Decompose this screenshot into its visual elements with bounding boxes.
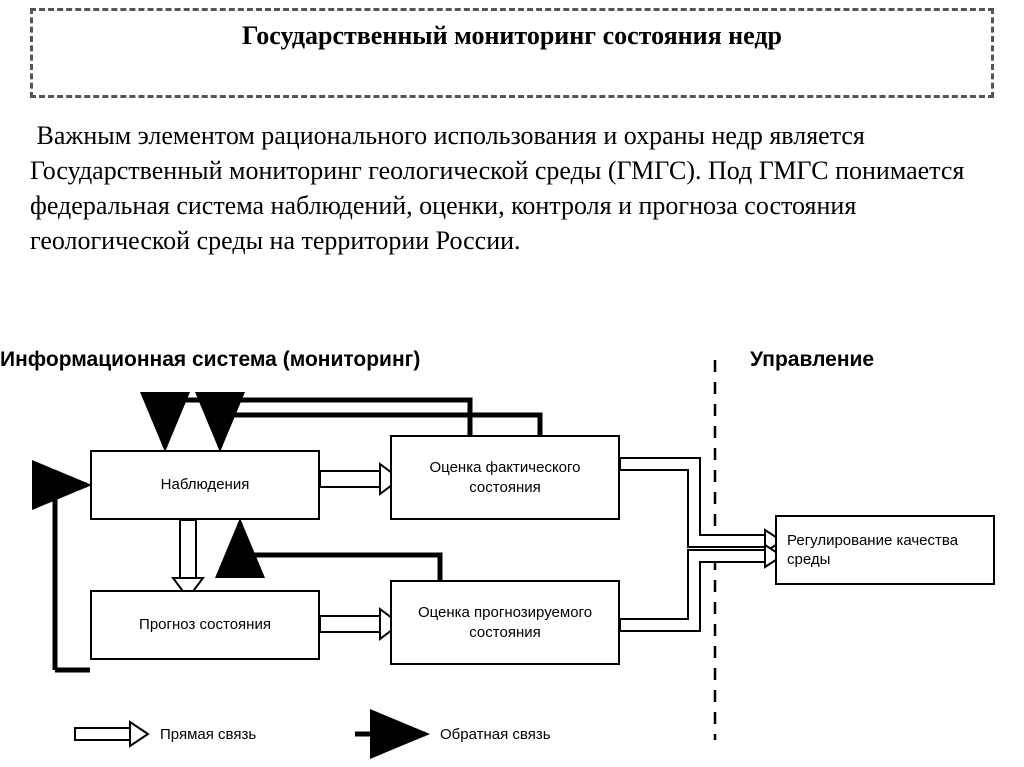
node-forecast-assessment-label: Оценка прогнозируемого состояния [396, 603, 614, 642]
node-regulation-label: Регулирование качества среды [787, 531, 989, 570]
title-box: Государственный мониторинг состояния нед… [30, 8, 994, 98]
legend-direct: Прямая связь [160, 726, 256, 743]
node-regulation: Регулирование качества среды [775, 515, 995, 585]
node-forecast-assessment: Оценка прогнозируемого состояния [390, 580, 620, 665]
intro-paragraph: Важным элементом рационального использов… [30, 118, 990, 258]
node-actual-assessment: Оценка фактического состояния [390, 435, 620, 520]
node-forecast: Прогноз состояния [90, 590, 320, 660]
diagram: Информационная система (мониторинг) Упра… [0, 340, 1024, 760]
node-forecast-label: Прогноз состояния [139, 615, 271, 635]
page-title: Государственный мониторинг состояния нед… [242, 21, 782, 51]
node-actual-assessment-label: Оценка фактического состояния [396, 458, 614, 497]
node-observations-label: Наблюдения [161, 475, 250, 495]
legend-feedback: Обратная связь [440, 726, 551, 743]
node-observations: Наблюдения [90, 450, 320, 520]
